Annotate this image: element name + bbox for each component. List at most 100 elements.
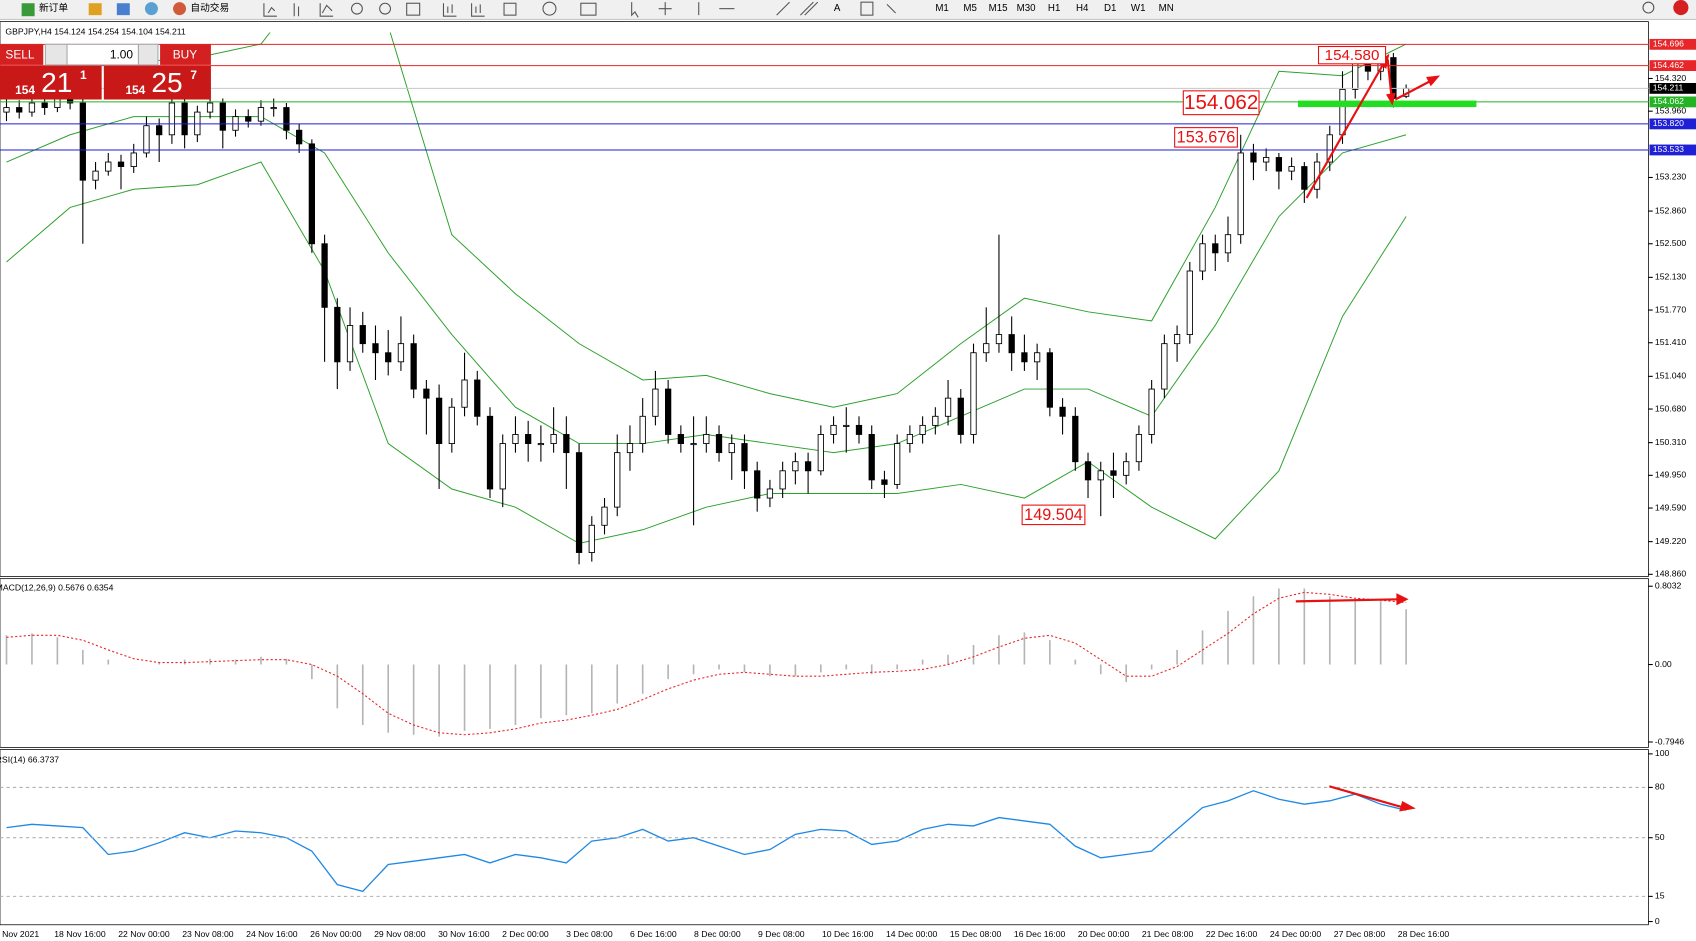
zoom-in-icon[interactable]	[350, 2, 363, 15]
candle-body	[1148, 388, 1155, 435]
arrow-head	[1386, 92, 1396, 106]
annotation-box	[1182, 90, 1260, 116]
timeframe-button[interactable]: D1	[1104, 3, 1116, 14]
text-tool[interactable]: A	[834, 3, 841, 14]
annotation: 154.062	[1184, 91, 1258, 114]
chart-tools	[263, 1, 896, 18]
signal-line	[6, 591, 1407, 736]
alert-badge[interactable]	[1673, 0, 1689, 16]
tool-icon[interactable]	[471, 3, 485, 17]
bollinger-band	[6, 161, 1407, 544]
timeframe-button[interactable]: M5	[963, 3, 977, 14]
candle-body	[257, 107, 265, 122]
lot-up[interactable]	[137, 43, 159, 66]
candle-body	[283, 107, 290, 131]
auto-trading-button[interactable]: 自动交易	[190, 1, 229, 14]
annotation-box	[1174, 127, 1238, 148]
arrow	[1329, 785, 1406, 810]
candle-body	[754, 470, 761, 499]
candle-body	[1173, 334, 1181, 345]
ask-main[interactable]: 25	[151, 67, 182, 98]
new-order-icon[interactable]	[21, 3, 35, 17]
annotation-box	[1317, 45, 1387, 65]
macd-frame	[0, 578, 1649, 748]
template-icon[interactable]	[580, 2, 597, 16]
channel-icon[interactable]	[800, 1, 819, 16]
candle-body	[550, 434, 557, 444]
candle-body	[1072, 415, 1079, 463]
candle-body	[397, 343, 405, 363]
bid-main[interactable]: 21	[41, 67, 72, 98]
ask-sup[interactable]: 7	[190, 68, 197, 82]
tool-icon[interactable]	[293, 3, 300, 17]
lot-down[interactable]	[44, 43, 68, 66]
bid-sup[interactable]: 1	[80, 68, 87, 82]
crosshair-icon[interactable]	[658, 2, 672, 16]
annotation: 149.504	[1024, 506, 1083, 524]
arrow-icon[interactable]	[886, 3, 896, 14]
tool-icon[interactable]	[319, 3, 334, 17]
price-level-tag	[1649, 118, 1696, 130]
timeframe-button[interactable]: H4	[1076, 3, 1089, 14]
price-annotations: 154.580 154.062 153.676 149.504	[1021, 45, 1387, 526]
sell-button[interactable]	[0, 44, 44, 65]
timeframe-button[interactable]: W1	[1131, 3, 1146, 14]
timeframe-button[interactable]: M30	[1017, 3, 1037, 14]
x-tick-label: 2 Dec 00:00	[502, 929, 549, 939]
y-tick-label: 150.310	[1655, 437, 1686, 447]
period-icon[interactable]	[542, 1, 557, 16]
indicator-icon[interactable]	[503, 2, 517, 16]
new-order-button[interactable]: 新订单	[39, 1, 68, 14]
x-tick-label: 24 Dec 00:00	[1270, 929, 1322, 939]
candle-body	[575, 452, 583, 553]
y-tick-label: 149.950	[1655, 470, 1686, 480]
candle-body	[1123, 461, 1130, 476]
bid-box[interactable]	[0, 65, 102, 100]
price-level-label: 154.062	[1653, 96, 1684, 106]
ask-big[interactable]: 154	[125, 83, 145, 97]
timeframe-button[interactable]: H1	[1048, 3, 1060, 14]
candle-body	[652, 388, 659, 417]
candle-body	[919, 424, 926, 435]
x-tick-label: 22 Dec 16:00	[1206, 929, 1258, 939]
tool-icon[interactable]	[406, 2, 421, 16]
candle-body	[28, 102, 36, 113]
candle-body	[1008, 334, 1015, 354]
buy-label[interactable]: BUY	[173, 47, 197, 61]
x-tick-label: 8 Dec 00:00	[694, 929, 741, 939]
search-icon[interactable]	[1642, 1, 1655, 14]
lot-value[interactable]: 1.00	[110, 47, 134, 61]
trend-icon[interactable]	[776, 1, 790, 16]
candle-body	[181, 102, 188, 136]
buy-button[interactable]	[160, 44, 211, 65]
ask-box[interactable]	[103, 65, 211, 100]
y-tick-label: 152.130	[1655, 272, 1686, 282]
tool-icon[interactable]	[88, 3, 102, 16]
candle-body	[1097, 470, 1104, 481]
zoom-out-icon[interactable]	[379, 2, 392, 15]
arrow-head	[1399, 800, 1416, 812]
tool-icon[interactable]	[144, 2, 158, 16]
candle-body	[270, 107, 277, 110]
timeframe-button[interactable]: M15	[989, 3, 1008, 14]
cursor-icon[interactable]	[631, 2, 639, 18]
y-tick-label: 15	[1655, 891, 1665, 901]
sell-label[interactable]: SELL	[5, 47, 34, 61]
bid-big[interactable]: 154	[15, 83, 35, 97]
auto-trading-icon[interactable]	[173, 2, 187, 16]
tool-icon[interactable]	[442, 3, 457, 17]
y-tick-label: 149.220	[1655, 536, 1686, 546]
candle-body	[728, 443, 735, 454]
timeframe-button[interactable]: M1	[935, 3, 949, 14]
label-icon[interactable]	[860, 1, 874, 16]
candle-body	[1224, 234, 1232, 254]
tool-icon[interactable]	[116, 3, 130, 16]
candle-body	[588, 524, 595, 553]
x-tick-label: 28 Dec 16:00	[1398, 929, 1450, 939]
tool-icon[interactable]	[263, 3, 277, 17]
timeframe-button[interactable]: MN	[1159, 3, 1174, 14]
y-tick-label: 0	[1655, 916, 1660, 926]
rsi-title: RSI(14) 66.3737	[0, 755, 59, 765]
chart-title: GBPJPY,H4 154.124 154.254 154.104 154.21…	[5, 27, 186, 37]
x-tick-label: 20 Dec 00:00	[1078, 929, 1130, 939]
